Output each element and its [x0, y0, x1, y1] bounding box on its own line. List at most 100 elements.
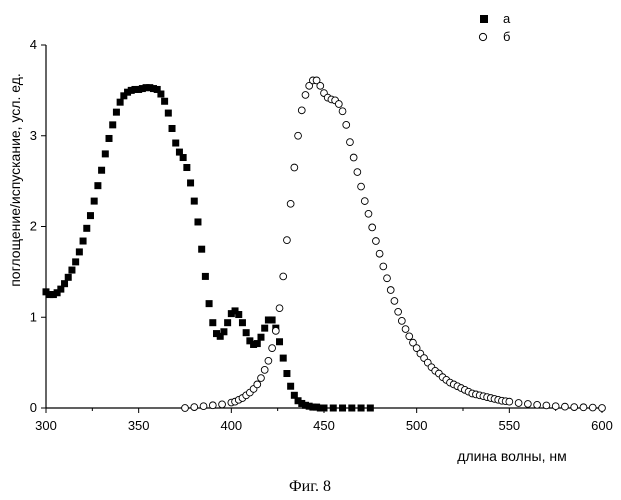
y-axis: 0 1 2 3 4 — [30, 37, 46, 415]
data-point-b — [379, 262, 388, 271]
plot-frame — [45, 45, 602, 409]
data-point-b — [394, 307, 402, 316]
data-point-a — [49, 291, 57, 299]
data-point-a — [57, 285, 65, 293]
data-point-a — [83, 224, 91, 232]
data-point-a — [279, 354, 287, 362]
data-point-b — [542, 401, 551, 410]
data-point-a — [329, 404, 337, 412]
data-point-a — [75, 248, 83, 256]
data-point-a — [250, 340, 258, 348]
y-tick-label: 0 — [30, 400, 37, 415]
data-point-b — [349, 153, 358, 162]
data-point-b — [268, 344, 276, 352]
data-point-b — [405, 332, 414, 341]
data-point-b — [181, 404, 189, 412]
data-point-b — [570, 403, 579, 411]
data-point-b — [561, 402, 569, 411]
data-point-a — [316, 404, 324, 412]
x-tick-label: 550 — [498, 418, 520, 433]
data-point-a — [68, 266, 76, 274]
data-point-b — [271, 327, 280, 335]
x-tick-label: 350 — [128, 418, 150, 433]
data-point-a — [86, 212, 94, 220]
data-point-b — [286, 199, 295, 208]
data-point-b — [505, 397, 514, 406]
data-point-b — [364, 209, 373, 218]
data-point-a — [105, 134, 113, 142]
data-point-b — [334, 100, 343, 108]
data-point-b — [316, 81, 325, 90]
data-point-b — [598, 404, 606, 412]
data-point-b — [199, 402, 208, 411]
data-point-a — [320, 404, 328, 412]
data-point-b — [275, 304, 284, 313]
data-point-b — [218, 400, 226, 409]
series-layer — [42, 76, 606, 412]
data-point-b — [353, 168, 362, 176]
data-point-a — [290, 391, 298, 399]
data-point-a — [213, 330, 221, 338]
x-axis: 300 350 400 450 500 550 600 — [35, 408, 613, 433]
data-point-a — [172, 139, 180, 147]
data-point-a — [46, 291, 54, 299]
data-point-a — [179, 154, 187, 162]
data-point-b — [397, 317, 406, 325]
data-point-a — [264, 316, 272, 324]
data-point-b — [253, 380, 262, 389]
data-point-a — [90, 197, 98, 205]
data-point-a — [101, 150, 109, 158]
data-point-a — [53, 289, 61, 297]
data-point-b — [579, 403, 588, 412]
y-tick-label: 3 — [30, 128, 37, 143]
data-point-a — [205, 300, 213, 308]
data-point-b — [346, 138, 354, 146]
data-point-a — [168, 124, 176, 132]
data-point-a — [109, 121, 117, 129]
data-point-b — [357, 182, 365, 191]
data-point-a — [357, 404, 365, 412]
x-tick-label: 600 — [591, 418, 613, 433]
data-point-a — [301, 401, 309, 409]
data-point-a — [149, 85, 157, 93]
data-point-b — [409, 338, 417, 347]
data-point-b — [368, 223, 377, 232]
data-point-b — [264, 356, 273, 365]
data-point-a — [72, 258, 80, 266]
data-point-b — [297, 106, 306, 115]
data-point-a — [98, 166, 106, 174]
data-point-b — [294, 131, 302, 140]
data-point-a — [366, 404, 374, 412]
data-point-a — [348, 404, 356, 412]
data-point-a — [127, 86, 135, 94]
data-point-a — [257, 333, 265, 341]
data-point-b — [386, 286, 395, 294]
data-point-a — [224, 319, 232, 327]
legend-label-a: а — [503, 11, 511, 26]
data-point-b — [279, 272, 288, 281]
data-point-a — [261, 324, 269, 332]
data-point-a — [138, 85, 146, 93]
y-tick-label: 2 — [30, 219, 37, 234]
data-point-a — [187, 179, 195, 187]
data-point-b — [372, 237, 380, 245]
data-point-a — [131, 85, 139, 93]
data-point-b — [412, 344, 421, 352]
data-point-a — [283, 370, 291, 378]
data-point-a — [124, 88, 132, 96]
data-point-a — [146, 84, 154, 92]
x-tick-label: 300 — [35, 418, 57, 433]
data-point-a — [276, 338, 284, 346]
data-point-b — [257, 374, 265, 382]
data-point-b — [190, 403, 199, 411]
x-tick-label: 500 — [406, 418, 428, 433]
data-point-b — [342, 121, 351, 129]
data-point-a — [64, 273, 72, 281]
data-point-b — [533, 400, 541, 409]
data-point-a — [157, 90, 165, 98]
data-point-a — [242, 329, 250, 337]
data-point-b — [208, 401, 217, 410]
data-point-b — [305, 81, 314, 90]
data-point-a — [94, 182, 102, 190]
